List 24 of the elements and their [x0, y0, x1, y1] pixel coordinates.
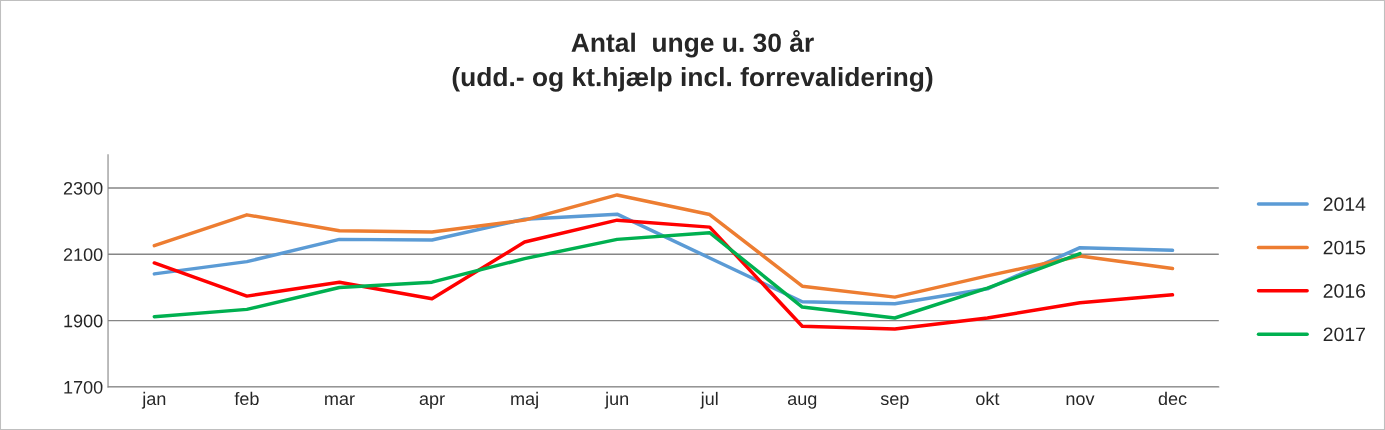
y-tick-label: 1700: [64, 380, 103, 394]
x-tick-label: maj: [511, 391, 538, 409]
legend-label: 2017: [1323, 327, 1365, 342]
x-tick-label: dec: [1158, 391, 1187, 406]
legend-label: 2014: [1323, 197, 1366, 212]
legend-label: 2016: [1323, 284, 1366, 298]
line-series: [152, 193, 1175, 299]
line-series: [152, 218, 1175, 331]
x-tick-label: apr: [419, 395, 445, 409]
x-tick-label: feb: [234, 391, 259, 406]
x-tick-label: nov: [1066, 395, 1095, 406]
y-tick-label: 1900: [64, 314, 103, 328]
chart-title: Antal unge u. 30 år (udd.- og kt.hjælp incl. forrevalidering): [452, 30, 933, 92]
x-tick-label: sep: [880, 395, 909, 409]
legend-label: 2015: [1323, 240, 1366, 255]
x-tick-label: jan: [141, 391, 166, 409]
x-tick-label: okt: [976, 391, 1000, 406]
x-tick-label: jul: [700, 391, 718, 409]
y-tick-label: 2300: [63, 181, 103, 195]
line-series: [152, 231, 1082, 320]
x-tick-label: aug: [787, 395, 817, 409]
y-tick-label: 2100: [63, 248, 103, 262]
x-tick-label: mar: [325, 395, 355, 406]
x-tick-label: jun: [604, 391, 629, 409]
